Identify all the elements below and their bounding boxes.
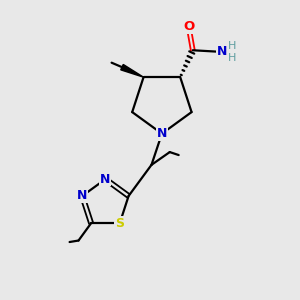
Polygon shape	[121, 64, 143, 77]
Text: S: S	[115, 217, 124, 230]
Text: N: N	[100, 172, 111, 186]
Text: H: H	[228, 53, 236, 63]
Text: N: N	[217, 45, 227, 58]
Text: N: N	[157, 127, 167, 140]
Text: O: O	[183, 20, 194, 33]
Text: N: N	[77, 190, 87, 202]
Text: H: H	[228, 41, 236, 51]
